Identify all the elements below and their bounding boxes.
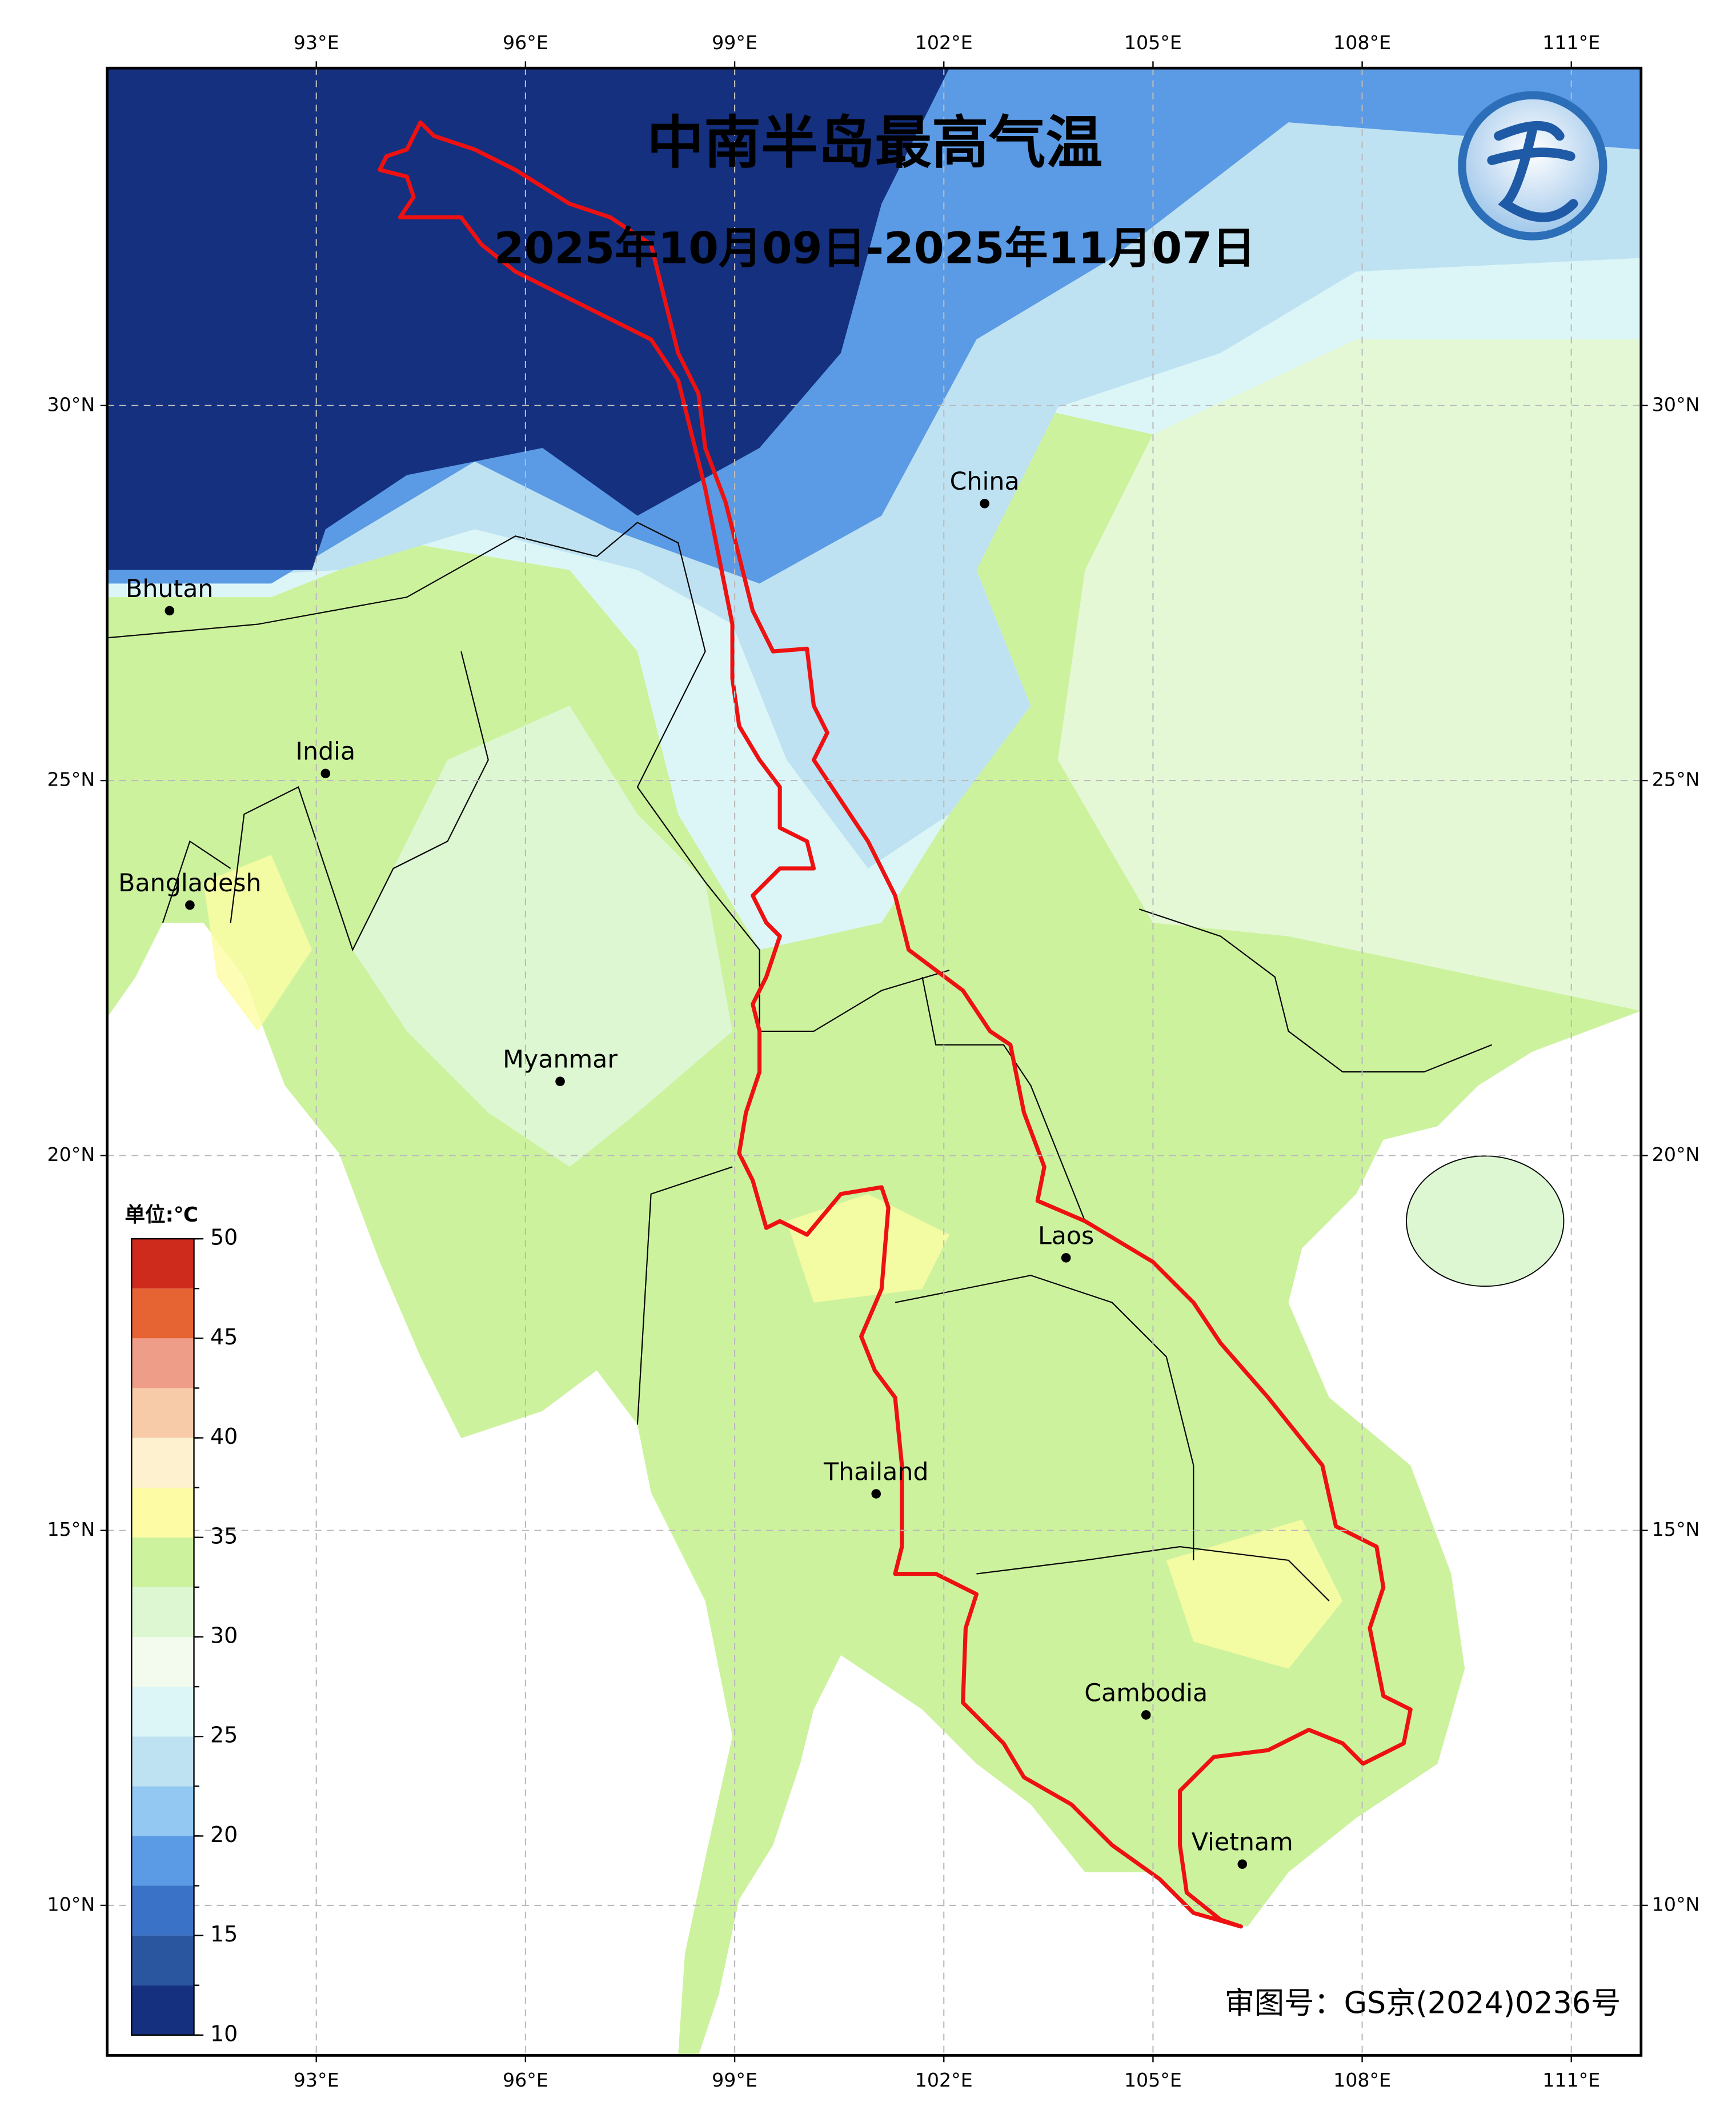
lat-label: 15°N: [47, 1518, 95, 1540]
colorbar-segment: [131, 1587, 194, 1637]
country-borders: [107, 522, 1493, 1601]
lat-label: 25°N: [1652, 768, 1700, 791]
lon-label: 93°E: [294, 2069, 339, 2091]
graticule: [107, 68, 1641, 2056]
place-dot: [1061, 1253, 1071, 1263]
lon-label: 108°E: [1333, 31, 1391, 54]
lon-label: 102°E: [915, 2069, 973, 2091]
lat-label: 10°N: [1652, 1893, 1700, 1915]
logo: [1458, 91, 1607, 241]
colorbar-segment: [131, 1487, 194, 1538]
place-dot: [320, 768, 331, 779]
place-label: Bhutan: [126, 575, 213, 603]
colorbar-segment: [131, 1786, 194, 1836]
place-label: China: [950, 467, 1020, 496]
colorbar-segment: [131, 1537, 194, 1587]
place-label: Cambodia: [1084, 1679, 1208, 1707]
colorbar-segment: [131, 1636, 194, 1687]
colorbar-segment: [131, 1338, 194, 1388]
place-label: Bangladesh: [118, 869, 261, 898]
lon-label: 96°E: [503, 2069, 548, 2091]
lon-label: 111°E: [1542, 2069, 1600, 2091]
colorbar-segment: [131, 1736, 194, 1787]
colorbar-tick-label: 45: [210, 1324, 238, 1350]
lat-label: 25°N: [47, 768, 95, 791]
colorbar-tick-label: 30: [210, 1623, 238, 1648]
colorbar-segment: [131, 1885, 194, 1936]
map-frame: [106, 66, 1643, 2057]
lon-label: 102°E: [915, 31, 973, 54]
warm-patch: [203, 855, 1343, 1669]
colorbar-segment: [131, 1288, 194, 1339]
colorbar-tick-label: 10: [210, 2021, 238, 2046]
map-area: China Bhutan India Bangladesh Myanmar Laos Tha…: [107, 68, 1641, 2056]
north-pale-region: [1057, 339, 1641, 1011]
lat-label: 10°N: [47, 1893, 95, 1915]
place-dot: [555, 1076, 565, 1087]
colorbar-segment: [131, 1836, 194, 1886]
place-labels: China Bhutan India Bangladesh Myanmar Laos Tha…: [118, 467, 1293, 1869]
navy-region: [107, 68, 949, 570]
place-label: Laos: [1038, 1222, 1094, 1250]
colorbar-tick-label: 40: [210, 1424, 238, 1449]
lon-label: 105°E: [1124, 31, 1182, 54]
lat-label: 30°N: [1652, 393, 1700, 415]
place-dot: [871, 1489, 881, 1499]
colorbar-tick-label: 35: [210, 1523, 238, 1548]
colorbar-tick-label: 25: [210, 1723, 238, 1748]
place-label: India: [295, 738, 355, 766]
axis-labels: 93°E 93°E 96°E 96°E 99°E 99°E 102°E 102°E 105°E 1…: [47, 31, 1699, 2091]
lon-label: 96°E: [503, 31, 548, 54]
lon-label: 99°E: [712, 2069, 757, 2091]
place-dot: [165, 606, 175, 616]
lat-label: 15°N: [1652, 1518, 1700, 1540]
pale-region: [352, 706, 733, 1167]
approval-number: 审图号：GS京(2024)0236号: [1225, 1987, 1621, 2021]
lon-label: 99°E: [712, 31, 757, 54]
lon-label: 93°E: [294, 31, 339, 54]
place-label: Thailand: [823, 1458, 928, 1486]
lat-label: 20°N: [47, 1143, 95, 1166]
colorbar-segment: [131, 1388, 194, 1438]
title: 中南半岛最高气温: [647, 109, 1103, 176]
place-dot: [1141, 1710, 1151, 1720]
colorbar-segment: [131, 1985, 194, 2035]
colorbar-segment: [131, 1438, 194, 1488]
colorbar-tick-label: 50: [210, 1225, 238, 1250]
colorbar-segment: [131, 1687, 194, 1737]
lon-label: 111°E: [1542, 31, 1600, 54]
logo-glyph: [1487, 121, 1578, 222]
colorbar-title: 单位:℃: [125, 1203, 198, 1227]
lat-label: 30°N: [47, 393, 95, 415]
logo-ring: [1458, 91, 1607, 241]
colorbar: 单位:℃ 10 15 20 25 30 35 40 45 50: [125, 1203, 238, 2047]
place-dot: [980, 499, 989, 509]
place-dot: [185, 900, 195, 910]
colorbar-segment: [131, 1239, 194, 1289]
place-dot: [1237, 1859, 1248, 1869]
lat-label: 20°N: [1652, 1143, 1700, 1166]
colorbar-tick-label: 15: [210, 1921, 238, 1947]
lon-label: 105°E: [1124, 2069, 1182, 2091]
place-label: Myanmar: [503, 1046, 618, 1074]
colorbar-tick-label: 20: [210, 1822, 238, 1847]
hainan: [1406, 1155, 1565, 1287]
lon-label: 108°E: [1333, 2069, 1391, 2091]
subtitle: 2025年10月09日-2025年11月07日: [494, 223, 1256, 274]
colorbar-segment: [131, 1935, 194, 1985]
place-label: Vietnam: [1192, 1828, 1293, 1857]
